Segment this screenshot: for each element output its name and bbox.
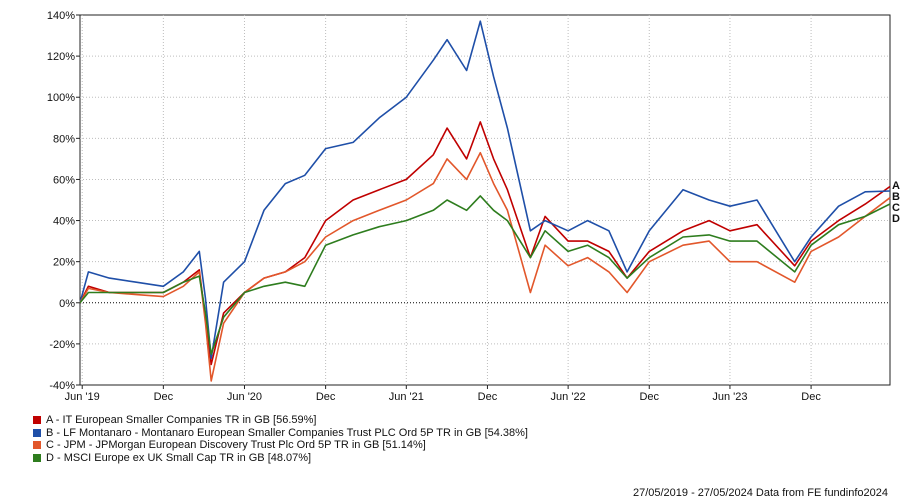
series-lines <box>79 20 891 382</box>
y-tick-label: 60% <box>53 174 75 186</box>
footer: 27/05/2019 - 27/05/2024 Data from FE fun… <box>633 487 888 499</box>
y-tick-label: 140% <box>47 10 75 22</box>
x-tick-label: Dec <box>639 391 659 403</box>
legend-swatch-a <box>33 416 41 425</box>
y-tick-label: -40% <box>49 380 75 392</box>
x-tick-label: Dec <box>478 391 498 403</box>
y-tick-label: -20% <box>49 339 75 351</box>
y-tick-label: 120% <box>47 51 75 63</box>
y-tick-label: 40% <box>53 216 75 228</box>
x-tick-label: Dec <box>154 391 174 403</box>
x-tick-label: Jun '19 <box>65 391 100 403</box>
legend-label-a: A - IT European Smaller Companies TR in … <box>46 414 317 427</box>
x-tick-label: Dec <box>801 391 821 403</box>
performance-chart: -40% -20% 0% 20% 40% 60% 80% 100% 120% 140% Jun '… <box>47 10 900 403</box>
y-tick-label: 0% <box>59 298 75 310</box>
legend-label-b: B - LF Montanaro - Montanaro European Sm… <box>46 426 528 439</box>
footer-date-range: 27/05/2019 - 27/05/2024 <box>632 487 753 499</box>
legend-label-d: D - MSCI Europe ex UK Small Cap TR in GB… <box>46 451 312 464</box>
legend-item-c: C - JPM - JPMorgan European Discovery Tr… <box>33 439 528 452</box>
x-tick-label: Jun '22 <box>551 391 586 403</box>
legend-swatch-d <box>33 453 41 462</box>
y-tick-label: 20% <box>53 257 75 269</box>
legend-swatch-b <box>33 428 41 437</box>
x-axis: Jun '19 Dec Jun '20 Dec Jun '21 Dec Jun '22 Dec… <box>65 385 821 403</box>
series-line-d <box>79 195 891 355</box>
legend-swatch-c <box>33 441 41 450</box>
series-end-label-b: B <box>892 191 900 203</box>
x-tick-label: Jun '20 <box>227 391 262 403</box>
footer-source: Data from FE fundinfo2024 <box>755 487 888 499</box>
legend-label-c: C - JPM - JPMorgan European Discovery Tr… <box>46 439 426 452</box>
y-tick-label: 80% <box>53 133 75 145</box>
series-line-b <box>79 20 891 360</box>
legend-item-d: D - MSCI Europe ex UK Small Cap TR in GB… <box>33 452 528 465</box>
legend-item-b: B - LF Montanaro - Montanaro European Sm… <box>33 427 528 440</box>
legend-item-a: A - IT European Smaller Companies TR in … <box>33 414 528 427</box>
y-axis: -40% -20% 0% 20% 40% 60% 80% 100% 120% 140% <box>47 10 80 392</box>
series-end-label-d: D <box>892 213 900 225</box>
x-tick-label: Dec <box>316 391 336 403</box>
x-tick-label: Jun '21 <box>389 391 424 403</box>
series-end-label-c: C <box>892 202 900 214</box>
x-tick-label: Jun '23 <box>712 391 747 403</box>
legend: A - IT European Smaller Companies TR in … <box>33 414 528 464</box>
series-end-label-a: A <box>892 180 900 192</box>
y-tick-label: 100% <box>47 92 75 104</box>
